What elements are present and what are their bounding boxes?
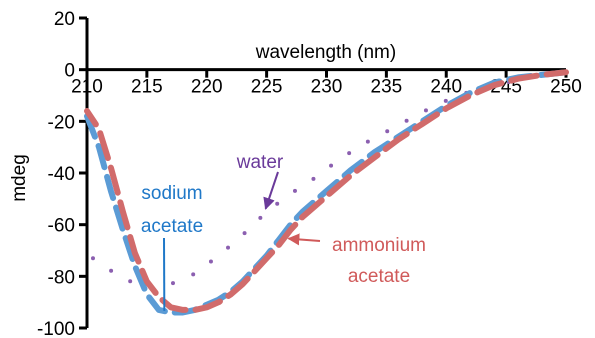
y-axis-tick-label: -40 <box>48 164 75 185</box>
x-axis-tick-label: 220 <box>191 77 223 98</box>
x-axis-tick-label: 210 <box>71 77 103 98</box>
x-axis-tick-label: 235 <box>371 77 403 98</box>
y-axis-tick-label: 20 <box>54 9 75 30</box>
series-layer <box>84 69 569 316</box>
x-axis-tick-label: 240 <box>430 77 462 98</box>
x-axis-tick-label: 230 <box>311 77 343 98</box>
y-axis-title: mdeg <box>9 154 30 202</box>
x-axis-tick-label: 215 <box>131 77 163 98</box>
y-axis-tick-label: -60 <box>48 216 75 237</box>
y-axis-tick-label: -20 <box>48 112 75 133</box>
series-ammonium-acetate <box>84 69 569 313</box>
x-axis-title: wavelength (nm) <box>255 42 396 63</box>
annotations <box>163 171 321 311</box>
y-axis-tick-label: -80 <box>48 267 75 288</box>
annotation-ammonium-acetate-label-line-1: ammonium <box>332 235 426 256</box>
y-axis-tick-label: -100 <box>37 319 75 338</box>
annotation-ammonium-acetate-arrow <box>287 233 321 246</box>
x-axis-tick-label: 225 <box>251 77 283 98</box>
axes: 20 0 -20 -40 -60 -80 -100 210 215 220 225 230 235 240… <box>37 9 582 338</box>
annotation-sodium-acetate-label-line-2: acetate <box>141 216 203 237</box>
annotation-sodium-acetate-label-line-1: sodium <box>141 183 202 204</box>
y-axis-tick-label: 0 <box>64 61 75 82</box>
annotation-water-label: water <box>236 152 284 173</box>
annotation-water-arrow <box>263 171 279 210</box>
annotation-ammonium-acetate-label-line-2: acetate <box>348 266 410 287</box>
series-water <box>90 71 557 289</box>
x-axis-tick-label: 250 <box>550 77 582 98</box>
